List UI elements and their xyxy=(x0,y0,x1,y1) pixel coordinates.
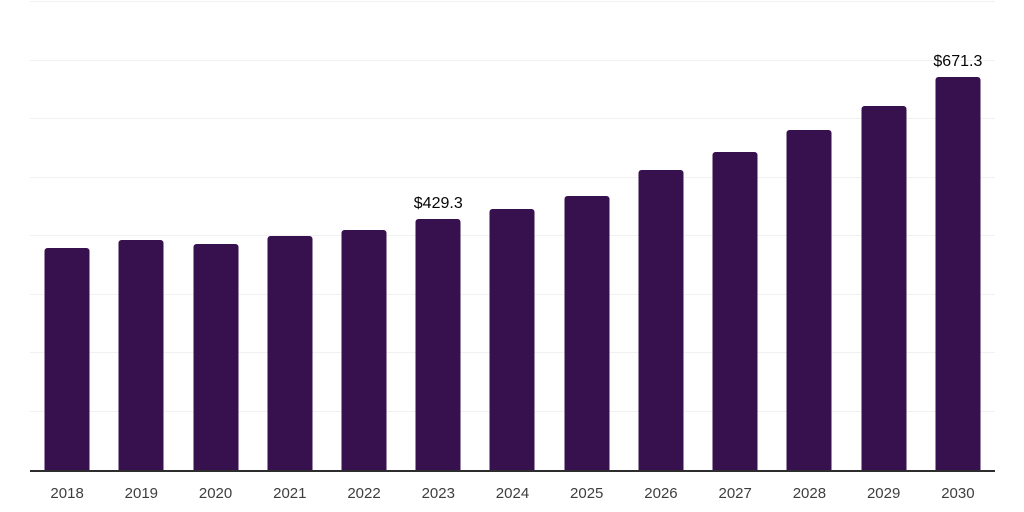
bar-2018 xyxy=(44,248,90,470)
x-axis-labels: 2018 2019 2020 2021 2022 2023 2024 2025 2026 2027… xyxy=(30,483,995,505)
bar-slot xyxy=(253,2,327,470)
bar-slot xyxy=(772,2,846,470)
bar-slot xyxy=(698,2,772,470)
bar-slot xyxy=(847,2,921,470)
x-tick-label-2023: 2023 xyxy=(421,485,455,502)
bar-2025 xyxy=(564,196,610,470)
x-tick-label-2030: 2030 xyxy=(941,485,975,502)
bar-slot xyxy=(104,2,178,470)
bar-slot: $429.3 xyxy=(401,2,475,470)
gridline xyxy=(30,1,995,2)
bar-value-label: $429.3 xyxy=(413,194,463,212)
bar-slot xyxy=(178,2,252,470)
bar-2030 xyxy=(935,77,981,470)
bar-2026 xyxy=(638,170,684,470)
x-tick-label-2022: 2022 xyxy=(347,485,381,502)
gridline xyxy=(30,59,995,61)
bar-value-label: $671.3 xyxy=(933,53,983,71)
bar-slot xyxy=(475,2,549,470)
gridline xyxy=(30,176,995,178)
bar-slot xyxy=(550,2,624,470)
x-tick-label-2021: 2021 xyxy=(273,485,307,502)
bar-2027 xyxy=(712,152,758,470)
x-tick-label-2026: 2026 xyxy=(644,485,678,502)
x-tick-label-2029: 2029 xyxy=(866,485,901,502)
bar-slot: $671.3 xyxy=(921,2,995,470)
plot-area: $429.3 $671.3 xyxy=(30,1,995,470)
bar-2029 xyxy=(861,105,907,470)
bar-slot xyxy=(30,2,104,470)
bar-2024 xyxy=(489,208,535,470)
bar-2028 xyxy=(786,129,832,470)
gridline xyxy=(30,118,995,119)
x-axis-line xyxy=(30,470,995,472)
bar-slot xyxy=(624,2,698,470)
bar-2019 xyxy=(118,239,164,470)
bar-slot xyxy=(327,2,401,470)
x-tick-label-2019: 2019 xyxy=(124,485,159,502)
x-tick-label-2028: 2028 xyxy=(792,485,827,502)
x-tick-label-2025: 2025 xyxy=(570,485,604,502)
bars-layer: $429.3 $671.3 xyxy=(30,2,995,470)
bar-2022 xyxy=(341,229,387,470)
x-tick-label-2027: 2027 xyxy=(718,485,752,502)
bar-2023 xyxy=(415,218,461,470)
bar-2021 xyxy=(267,236,313,470)
x-tick-label-2020: 2020 xyxy=(198,485,233,502)
x-tick-label-2018: 2018 xyxy=(50,485,84,502)
bar-2020 xyxy=(193,244,239,470)
x-tick-label-2024: 2024 xyxy=(495,485,530,502)
